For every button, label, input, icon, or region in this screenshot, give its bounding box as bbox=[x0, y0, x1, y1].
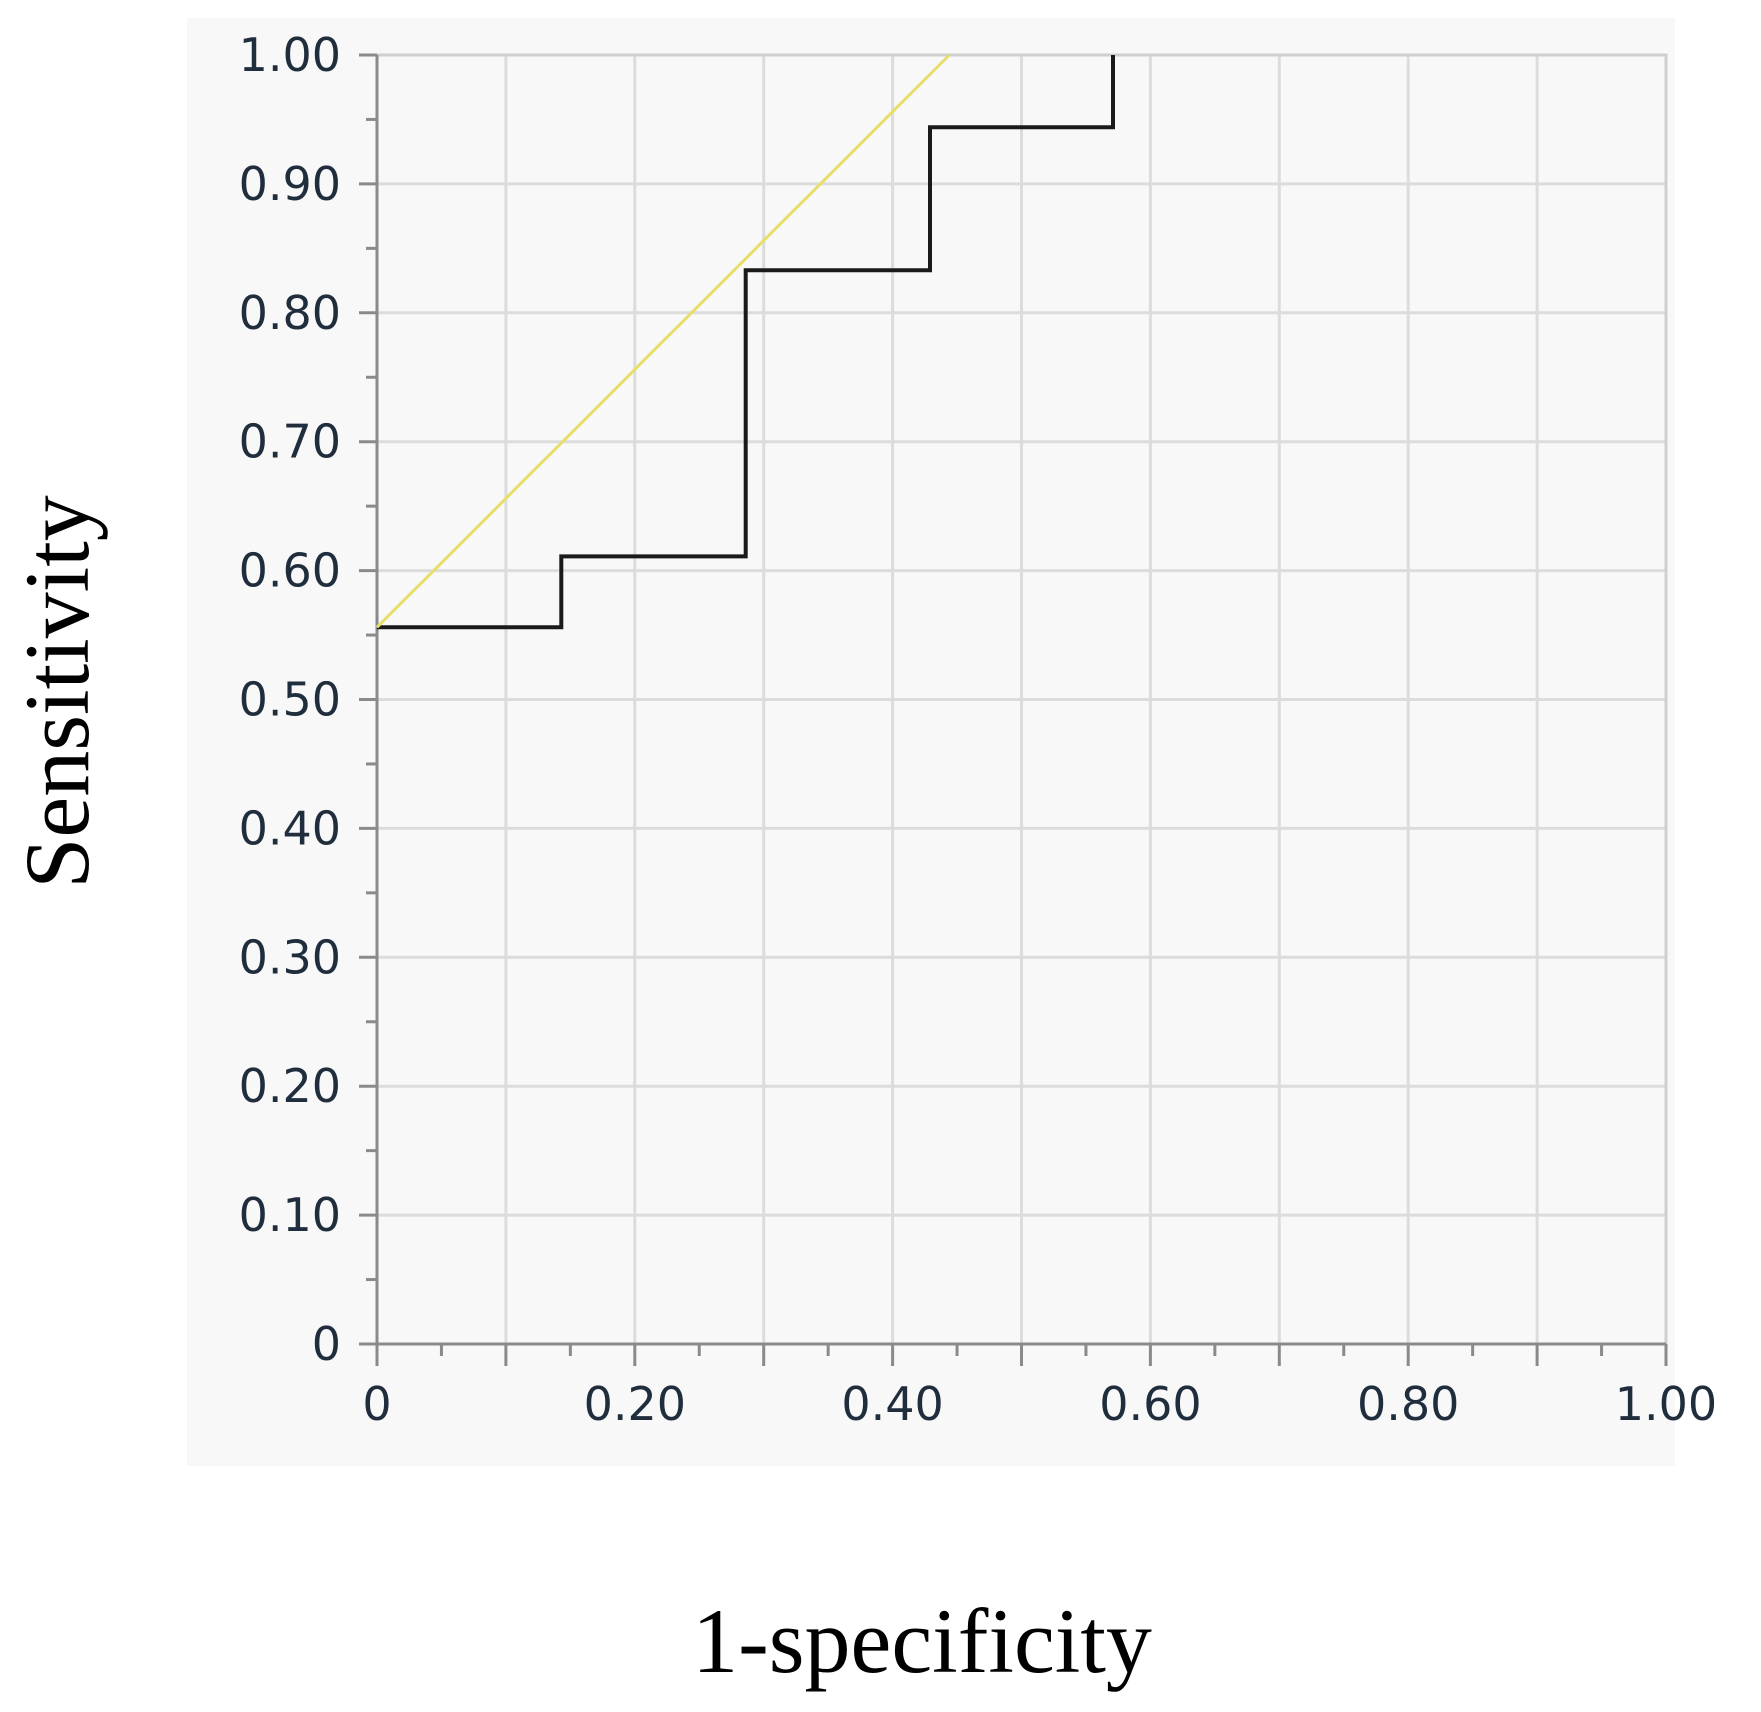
y-tick-label: 0.50 bbox=[239, 673, 341, 727]
tick-labels: 0 0.10 0.20 0.30 0.40 0.50 0.60 0.70 0.80 0.90 1.0… bbox=[239, 28, 1718, 1431]
axes bbox=[359, 53, 1668, 1366]
y-tick-label: 0 bbox=[312, 1317, 341, 1371]
y-tick-label: 1.00 bbox=[239, 28, 341, 82]
reference-line bbox=[375, 53, 951, 629]
y-tick-label: 0.30 bbox=[239, 930, 341, 984]
y-tick-label: 0.20 bbox=[239, 1059, 341, 1113]
x-tick-label: 0 bbox=[362, 1377, 391, 1431]
x-tick-label: 0.80 bbox=[1357, 1377, 1459, 1431]
x-tick-label: 1.00 bbox=[1615, 1377, 1717, 1431]
y-tick-label: 0.70 bbox=[239, 415, 341, 469]
y-tick-label: 0.80 bbox=[239, 286, 341, 340]
x-axis-title: 1-specificity bbox=[692, 1590, 1152, 1692]
x-tick-label: 0.20 bbox=[584, 1377, 686, 1431]
x-tick-label: 0.60 bbox=[1099, 1377, 1201, 1431]
y-tick-label: 0.40 bbox=[239, 801, 341, 855]
y-tick-label: 0.60 bbox=[239, 544, 341, 598]
x-tick-label: 0.40 bbox=[841, 1377, 943, 1431]
roc-step-curve bbox=[377, 55, 1115, 630]
y-tick-label: 0.90 bbox=[239, 157, 341, 211]
series bbox=[375, 53, 1115, 630]
y-axis-title: Sensitivity bbox=[6, 495, 108, 889]
y-tick-label: 0.10 bbox=[239, 1188, 341, 1242]
